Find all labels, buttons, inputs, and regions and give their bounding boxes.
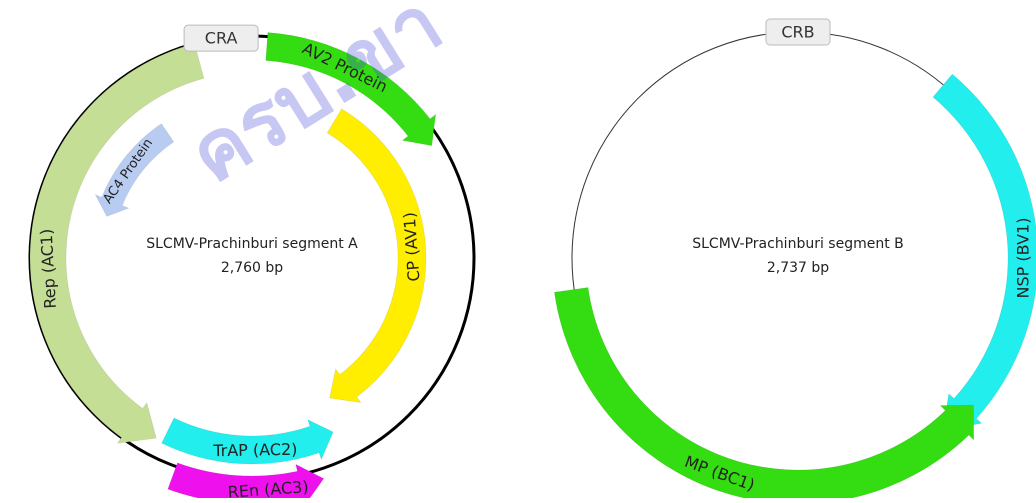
origin-label-b: CRB (781, 23, 814, 42)
plasmid-size-a: 2,760 bp (221, 260, 283, 276)
gene-arrow-ren (167, 462, 325, 498)
gene-arrow-trap (161, 417, 334, 465)
plasmid-size-b: 2,737 bp (767, 260, 829, 276)
plasmid-map-segment-b: NSP (BV1)MP (BC1) CRB SLCMV-Prachinburi … (553, 18, 1036, 498)
gene-arrow-av2 (265, 32, 437, 147)
gene-label-nsp: NSP (BV1) (1014, 218, 1033, 299)
gene-label-ren: REn (AC3) (227, 477, 309, 498)
plasmid-title-a: SLCMV-Prachinburi segment A (146, 236, 358, 252)
gene-label-ac4: AC4 Protein (100, 136, 156, 207)
origin-label-a: CRA (205, 29, 238, 48)
plasmid-title-b: SLCMV-Prachinburi segment B (692, 236, 904, 252)
gene-arrow-cp (326, 108, 427, 404)
gene-label-trap: TrAP (AC2) (212, 440, 298, 460)
gene-arrow-mp (553, 287, 975, 498)
gene-label-cp: CP (AV1) (400, 212, 424, 283)
origin-box-b: CRB (765, 18, 831, 46)
gene-label-rep: Rep (AC1) (37, 228, 60, 309)
origin-box-a: CRA (183, 24, 259, 52)
gene-arrow-ac4 (94, 123, 175, 217)
